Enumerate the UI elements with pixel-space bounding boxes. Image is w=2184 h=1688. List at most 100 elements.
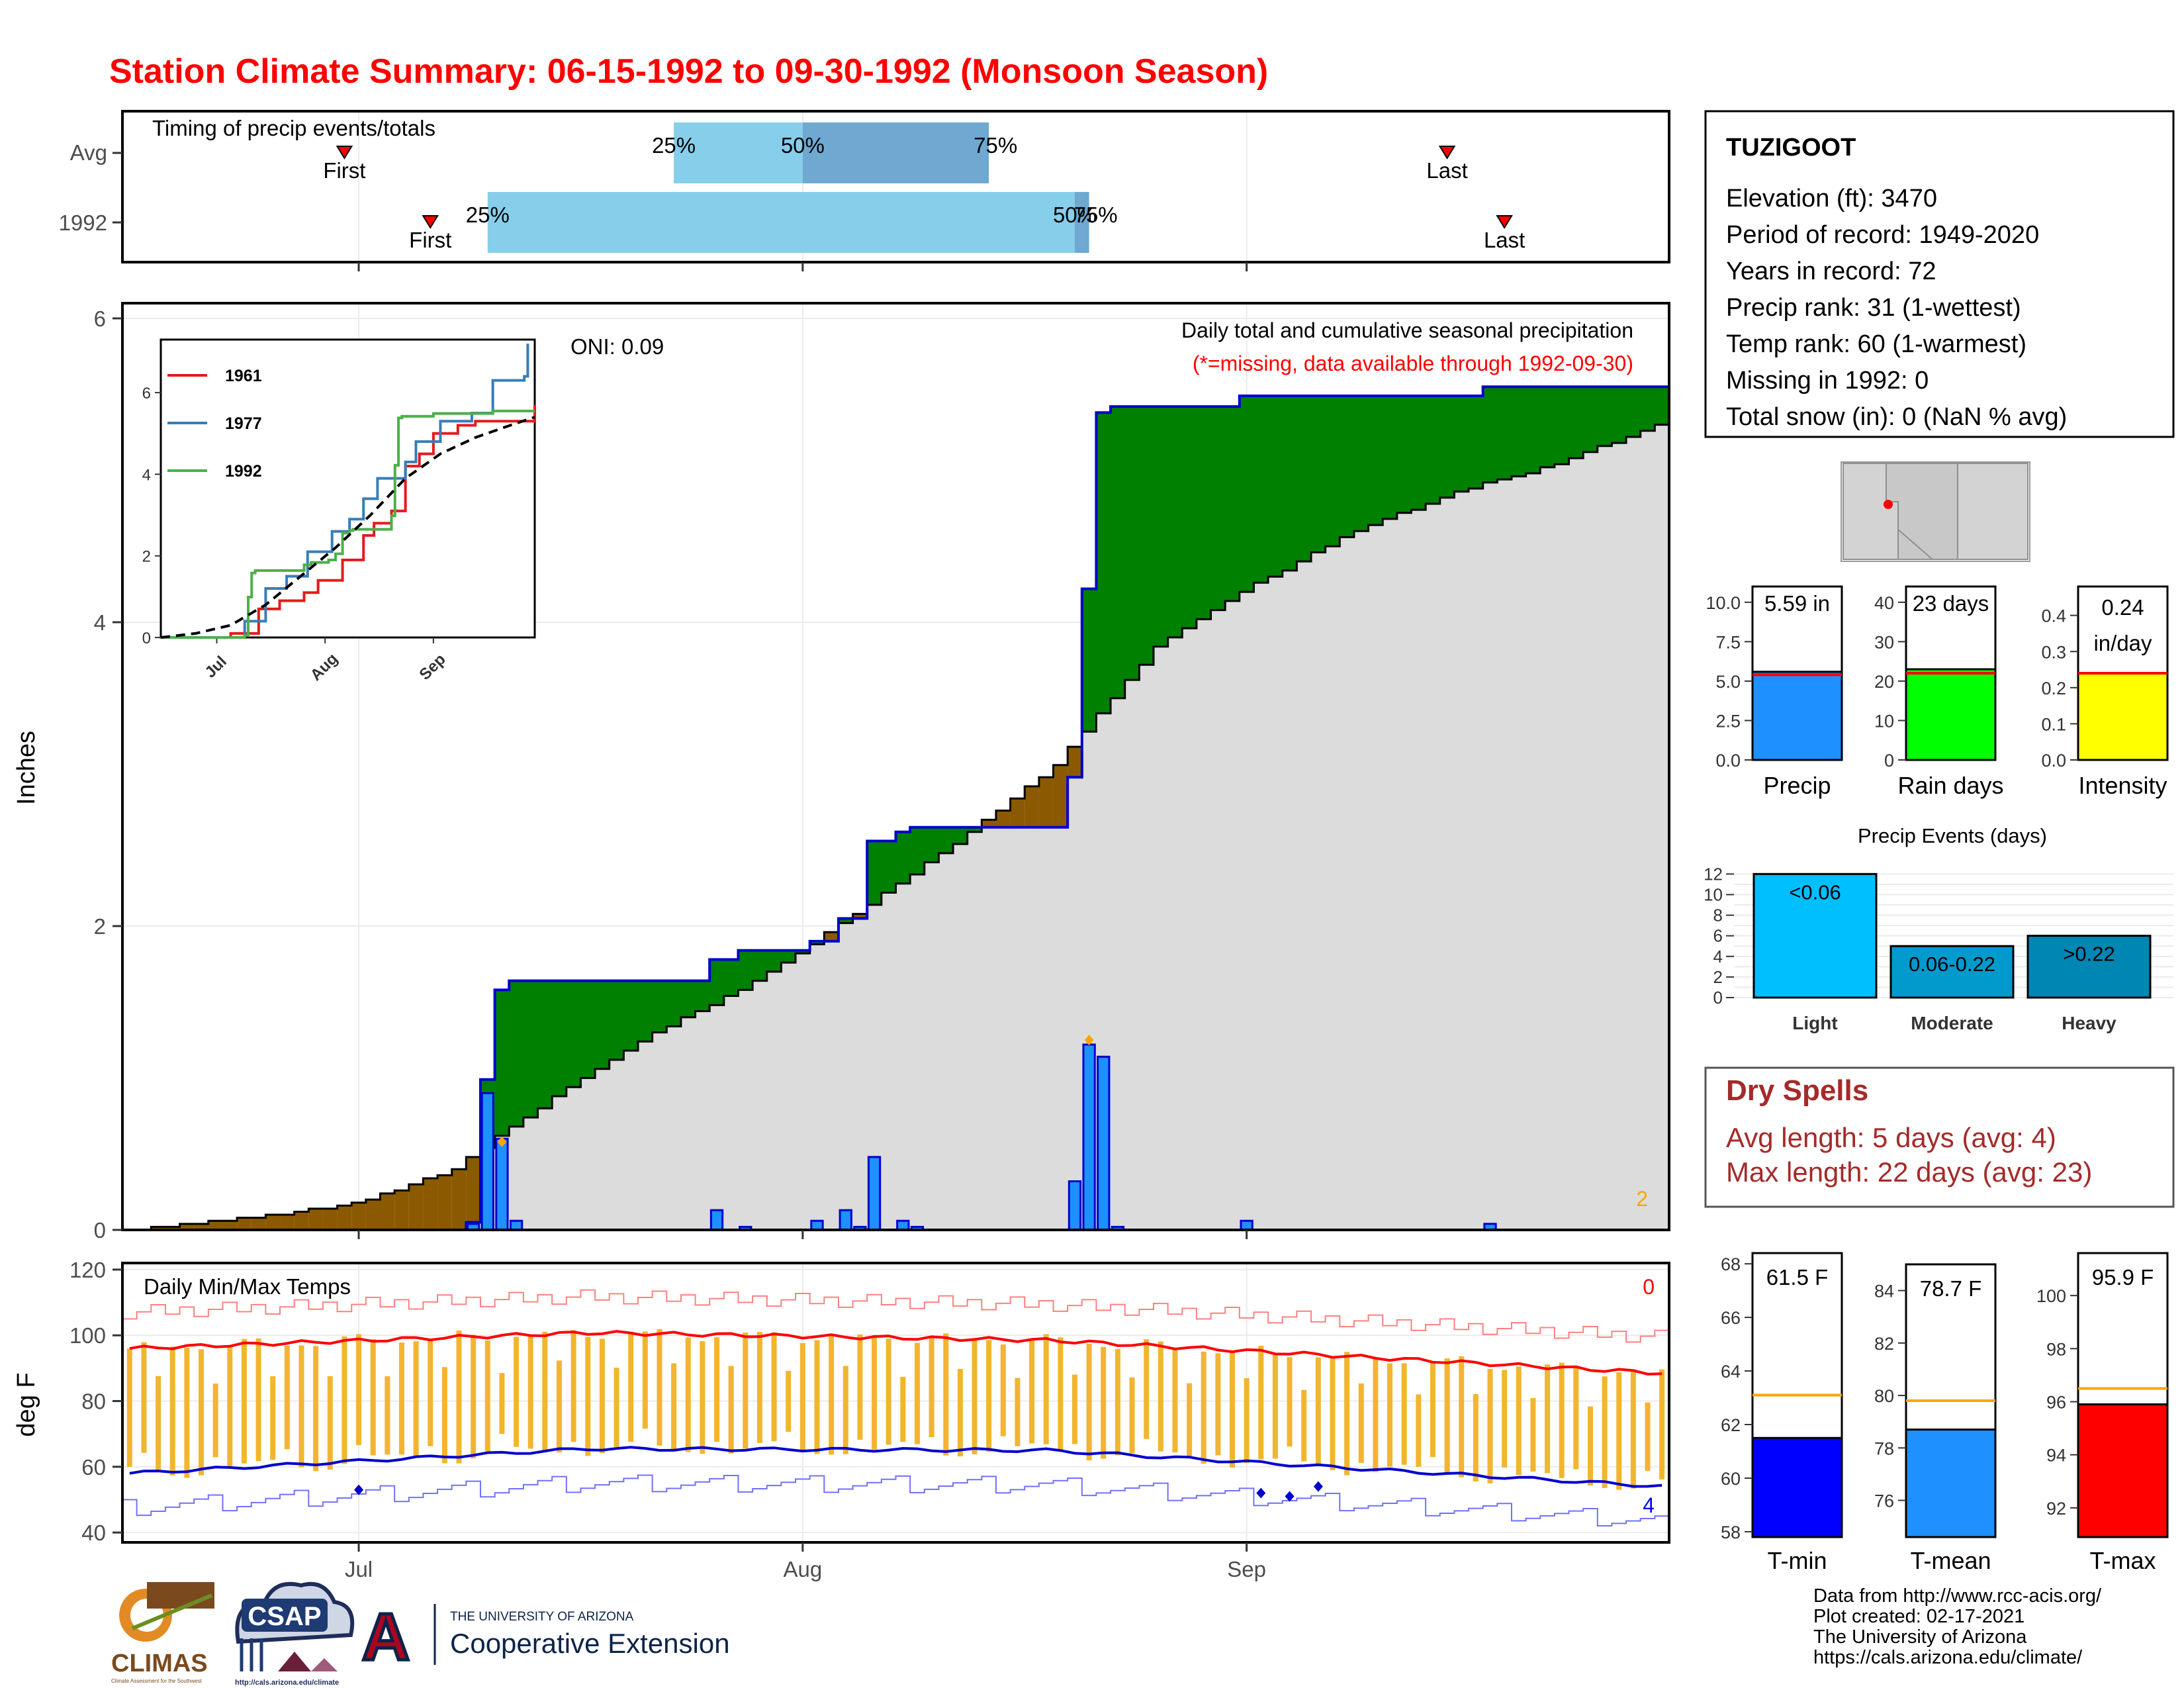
timing-year-pct-75: 75% (1074, 203, 1118, 227)
above-avg-area-day (1239, 396, 1255, 592)
climo-area-day (1038, 777, 1054, 1230)
above-avg-area-day (1081, 588, 1097, 732)
climo-area-day (1511, 476, 1527, 1230)
temperature-summary-charts: 58 60 62 64 66 68 61.5 F T-min 76 78 80 82 84 78.7 F T… (1721, 1252, 2169, 1574)
climo-area-day (509, 1126, 524, 1230)
above-avg-area-day (1554, 387, 1570, 465)
above-avg-area-day (867, 841, 882, 905)
daily-temp-bar (1000, 1344, 1006, 1436)
inset-climo-line (160, 416, 535, 639)
above-avg-area-day (1340, 396, 1355, 538)
above-avg-area-day (1583, 387, 1598, 452)
temp-summary-label: T-min (1768, 1547, 1827, 1574)
precip-chart-subtitle: (*=missing, data available through 1992-… (1193, 352, 1633, 375)
precip-label: Precip (1763, 772, 1831, 799)
intensity-bar (2077, 672, 2169, 761)
daily-temp-bar (241, 1338, 247, 1464)
below-avg-area-day (1068, 747, 1083, 778)
station-line-precip-rank: Precip rank: 31 (1-wettest) (1726, 294, 2021, 322)
below-avg-area-day (337, 1205, 352, 1230)
climo-area-day (1053, 765, 1068, 1230)
climo-area-day (1182, 628, 1197, 1230)
timing-avg-band-25-50 (674, 122, 803, 183)
events-bar-moderate (1889, 945, 2015, 999)
above-avg-area-day (523, 980, 539, 1118)
above-avg-area-day (1612, 387, 1627, 444)
below-avg-area-day (294, 1211, 309, 1230)
timing-year-last-marker (1496, 215, 1513, 229)
tmin-avg-line (129, 1446, 1662, 1488)
inset-legend-label-1961: 1961 (225, 367, 262, 385)
daily-temp-bar (1187, 1383, 1193, 1457)
x-tick-label: Jul (345, 1557, 373, 1581)
above-avg-area-day (595, 980, 610, 1069)
climo-area-day (924, 862, 940, 1230)
timing-avg-pct-75: 75% (974, 133, 1017, 158)
above-avg-area-day (1196, 406, 1212, 620)
daily-temp-bar (527, 1335, 533, 1449)
above-avg-area-day (1353, 396, 1369, 532)
daily-temp-bar (642, 1331, 648, 1429)
climo-area-day (1426, 503, 1441, 1230)
timing-year-last-label: Last (1484, 228, 1525, 252)
below-avg-area-day (380, 1193, 395, 1230)
footer-line-data: Data from http://www.rcc-acis.org/ (1813, 1585, 2102, 1607)
events-y-tick-label: 10 (1704, 884, 1723, 904)
climo-area-day (1297, 561, 1312, 1230)
climo-area-day (881, 892, 897, 1230)
below-avg-area-day (981, 820, 997, 827)
climo-area-day (666, 1026, 682, 1230)
record-low-marker (354, 1484, 364, 1495)
climo-area-day (1597, 445, 1613, 1230)
climo-area-day (723, 996, 739, 1230)
daily-precip-bar (495, 1137, 509, 1231)
daily-temp-bar (1487, 1368, 1493, 1483)
events-y-tick-label: 2 (1713, 967, 1723, 987)
above-avg-area-day (1411, 396, 1426, 510)
climo-area-day (981, 820, 997, 1230)
climas-logo-text: CLIMAS (111, 1650, 208, 1677)
daily-temp-bar (1459, 1356, 1465, 1477)
timing-avg-last-label: Last (1426, 158, 1467, 183)
below-avg-area-day (365, 1199, 381, 1230)
climo-area-day (953, 844, 968, 1230)
daily-temp-bar (1043, 1334, 1049, 1444)
climo-area-day (1210, 610, 1226, 1230)
daily-precip-bar (709, 1209, 724, 1231)
timing-year-band-50-75 (1074, 192, 1089, 253)
temp-summary-bar-t-max (2077, 1403, 2169, 1538)
events-bar-light (1752, 872, 1878, 999)
daily-temp-bar (842, 1366, 848, 1454)
daily-temp-bar (743, 1333, 749, 1449)
temp-summary-value-label: 78.7 F (1920, 1276, 1982, 1301)
daily-temp-bar (1645, 1402, 1651, 1471)
above-avg-area-day (1182, 406, 1197, 629)
temp-summary-label: T-mean (1910, 1547, 1991, 1574)
daily-temp-bar (1101, 1346, 1107, 1459)
daily-temp-bar (700, 1341, 705, 1454)
daily-temp-bar (1215, 1353, 1221, 1456)
station-name: TUZIGOOT (1726, 134, 1856, 162)
rain_days-tick-label: 0 (1884, 751, 1894, 771)
below-avg-area-day (322, 1208, 338, 1230)
intensity-value-label: 0.24 (2101, 595, 2144, 620)
rain_days-label: Rain days (1897, 772, 2003, 799)
daily-precip-bar (1068, 1180, 1082, 1231)
climo-area-day (1010, 798, 1025, 1230)
inset-y-tick-label: 4 (142, 466, 151, 484)
daily-temp-bar (327, 1376, 333, 1470)
intensity-tick-label: 0.0 (2041, 751, 2066, 771)
precip-bar (1751, 671, 1843, 761)
climas-logo-subtext: Climate Assessment for the Southwest (111, 1678, 203, 1684)
daily-temp-bar (542, 1331, 548, 1450)
record-marker (1084, 1035, 1094, 1046)
daily-temp-bar (1258, 1345, 1264, 1460)
below-avg-area-day (308, 1208, 324, 1230)
temp-summary-tick-label: 92 (2046, 1499, 2066, 1519)
ua-logo-letter: A (362, 1600, 410, 1674)
above-avg-area-day (1497, 387, 1512, 480)
precip-chart-title: Daily total and cumulative seasonal prec… (1181, 318, 1633, 342)
below-avg-area-day (280, 1215, 295, 1230)
daily-precip-bar (1240, 1219, 1253, 1231)
